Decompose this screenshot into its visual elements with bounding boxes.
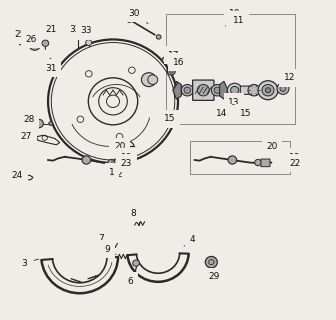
Circle shape bbox=[108, 159, 115, 166]
Circle shape bbox=[277, 83, 289, 94]
Text: 2: 2 bbox=[116, 163, 122, 179]
Circle shape bbox=[35, 119, 43, 128]
Text: 22: 22 bbox=[289, 159, 300, 168]
Circle shape bbox=[248, 84, 260, 96]
Circle shape bbox=[141, 73, 156, 87]
Circle shape bbox=[86, 40, 92, 45]
Polygon shape bbox=[173, 81, 181, 99]
Circle shape bbox=[184, 87, 191, 93]
Polygon shape bbox=[48, 59, 53, 65]
Circle shape bbox=[205, 256, 217, 268]
Circle shape bbox=[214, 87, 221, 93]
Circle shape bbox=[162, 57, 169, 63]
Text: 31: 31 bbox=[45, 63, 56, 73]
Text: 28: 28 bbox=[23, 115, 34, 124]
Circle shape bbox=[227, 83, 242, 97]
Text: 13: 13 bbox=[228, 98, 240, 107]
Circle shape bbox=[258, 81, 278, 100]
Text: 33: 33 bbox=[81, 26, 92, 35]
Circle shape bbox=[228, 156, 237, 164]
Circle shape bbox=[255, 159, 261, 166]
Text: 25: 25 bbox=[14, 30, 26, 39]
FancyBboxPatch shape bbox=[261, 159, 270, 167]
Polygon shape bbox=[36, 135, 60, 145]
Text: 1: 1 bbox=[109, 161, 115, 177]
Circle shape bbox=[17, 33, 31, 46]
Text: 19: 19 bbox=[121, 153, 132, 162]
Circle shape bbox=[42, 40, 49, 46]
Polygon shape bbox=[220, 81, 228, 99]
Circle shape bbox=[181, 84, 193, 96]
Text: 24: 24 bbox=[12, 172, 23, 180]
Text: 6: 6 bbox=[128, 277, 134, 286]
Text: 9: 9 bbox=[104, 245, 116, 254]
Text: 29: 29 bbox=[208, 271, 220, 281]
Text: 10: 10 bbox=[227, 9, 240, 19]
Text: 32: 32 bbox=[70, 25, 81, 35]
Circle shape bbox=[21, 36, 27, 43]
Circle shape bbox=[75, 33, 81, 38]
Circle shape bbox=[197, 84, 209, 96]
Text: 17: 17 bbox=[168, 51, 180, 60]
Text: 18: 18 bbox=[289, 153, 300, 162]
FancyBboxPatch shape bbox=[193, 80, 214, 100]
Circle shape bbox=[133, 260, 139, 266]
Text: 27: 27 bbox=[21, 132, 32, 141]
Circle shape bbox=[167, 68, 175, 75]
Text: 30: 30 bbox=[128, 9, 148, 24]
Circle shape bbox=[280, 86, 286, 92]
Text: 21: 21 bbox=[45, 25, 56, 41]
Text: 20: 20 bbox=[114, 142, 125, 153]
Circle shape bbox=[29, 39, 40, 50]
Text: 7: 7 bbox=[98, 234, 110, 245]
Circle shape bbox=[265, 88, 270, 93]
Polygon shape bbox=[24, 175, 33, 180]
Circle shape bbox=[156, 35, 161, 39]
Text: 4: 4 bbox=[184, 235, 195, 246]
Circle shape bbox=[148, 75, 158, 84]
Circle shape bbox=[85, 31, 93, 38]
FancyBboxPatch shape bbox=[114, 159, 123, 167]
Text: 15: 15 bbox=[164, 114, 175, 123]
Text: 23: 23 bbox=[121, 159, 132, 168]
Text: 12: 12 bbox=[284, 73, 295, 82]
Text: 3: 3 bbox=[21, 259, 39, 268]
Text: 15: 15 bbox=[240, 108, 251, 117]
Text: 14: 14 bbox=[216, 108, 228, 117]
FancyBboxPatch shape bbox=[240, 86, 250, 94]
Circle shape bbox=[82, 156, 91, 164]
Circle shape bbox=[169, 69, 173, 73]
Circle shape bbox=[211, 84, 223, 96]
Circle shape bbox=[262, 84, 274, 96]
Text: 16: 16 bbox=[173, 58, 184, 68]
Circle shape bbox=[230, 86, 239, 94]
Text: 26: 26 bbox=[25, 35, 36, 44]
Circle shape bbox=[126, 17, 132, 22]
Text: 8: 8 bbox=[130, 209, 137, 219]
Text: 11: 11 bbox=[225, 16, 244, 26]
Circle shape bbox=[49, 122, 53, 125]
Text: 20: 20 bbox=[266, 142, 278, 153]
